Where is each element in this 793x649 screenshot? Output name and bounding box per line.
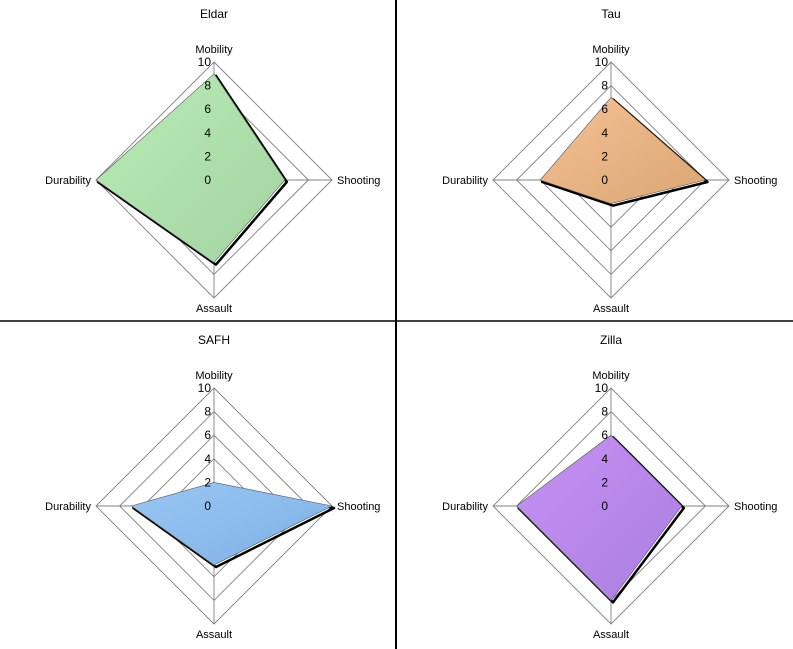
tick-label: 10 [595,55,609,69]
axis-label-assault: Assault [593,629,629,641]
axis-label-durability: Durability [442,501,488,513]
tick-label: 4 [601,452,608,466]
tick-label: 8 [204,79,211,93]
axis-label-durability: Durability [442,175,488,187]
tick-label: 4 [204,126,211,140]
axis-label-mobility: Mobility [195,370,233,382]
axis-label-shooting: Shooting [337,175,380,187]
tick-label: 2 [601,475,608,489]
axis-label-mobility: Mobility [195,44,233,56]
tick-label: 8 [204,405,211,419]
series-area [95,73,286,264]
series-area [130,482,333,566]
tick-label: 8 [601,79,608,93]
series-area [539,96,707,204]
axis-label-durability: Durability [45,175,91,187]
tick-label: 6 [601,428,608,442]
axis-label-shooting: Shooting [337,501,380,513]
tick-label: 6 [601,102,608,116]
axis-label-shooting: Shooting [734,175,777,187]
tick-label: 4 [204,452,211,466]
tick-label: 0 [601,499,608,513]
series-area [516,434,683,601]
chart-title: Zilla [600,333,622,347]
tick-label: 10 [198,381,212,395]
axis-label-mobility: Mobility [592,370,630,382]
tick-label: 6 [204,428,211,442]
chart-title: Tau [601,7,620,21]
tick-label: 8 [601,405,608,419]
axis-label-durability: Durability [45,501,91,513]
tick-label: 2 [204,149,211,163]
tick-label: 0 [204,499,211,513]
tick-label: 0 [204,173,211,187]
axis-label-shooting: Shooting [734,501,777,513]
axis-label-assault: Assault [593,303,629,315]
tick-label: 10 [198,55,212,69]
tick-label: 4 [601,126,608,140]
tick-label: 2 [601,149,608,163]
tick-label: 0 [601,173,608,187]
axis-label-assault: Assault [196,629,232,641]
axis-label-mobility: Mobility [592,44,630,56]
chart-title: SAFH [198,333,230,347]
tick-label: 6 [204,102,211,116]
tick-label: 10 [595,381,609,395]
tick-label: 2 [204,475,211,489]
axis-label-assault: Assault [196,303,232,315]
chart-title: Eldar [200,7,228,21]
